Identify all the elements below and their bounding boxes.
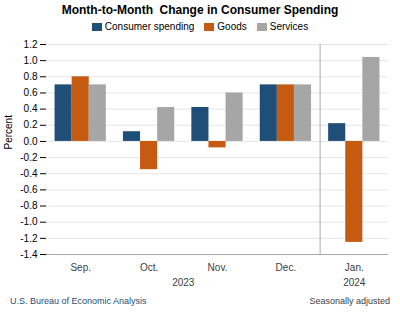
svg-text:1.2: 1.2 — [24, 39, 38, 50]
svg-text:0.8: 0.8 — [24, 71, 38, 82]
svg-text:0.6: 0.6 — [24, 87, 38, 98]
svg-text:-0.6: -0.6 — [20, 184, 38, 195]
svg-text:0.0: 0.0 — [24, 136, 38, 147]
html-text:Consumer spending: Consumer spending — [104, 21, 195, 32]
svg-text:2023: 2023 — [172, 277, 195, 288]
svg-text:Percent: Percent — [3, 115, 14, 150]
svg-text:Dec.: Dec. — [276, 262, 297, 273]
svg-text:-1.0: -1.0 — [20, 216, 38, 227]
svg-text:-1.4: -1.4 — [20, 249, 38, 260]
svg-text:-0.8: -0.8 — [20, 200, 38, 211]
svg-text:-1.2: -1.2 — [20, 233, 38, 244]
svg-text:2024: 2024 — [343, 277, 366, 288]
html-text:Services: Services — [269, 21, 309, 32]
svg-text:Sep.: Sep. — [70, 262, 91, 273]
html-text:U.S. Bureau of Economic Analys: U.S. Bureau of Economic Analysis — [10, 296, 147, 306]
html-text:Seasonally adjusted: Seasonally adjusted — [309, 296, 390, 306]
html-text:Month-to-Month Change in Consu: Month-to-Month Change in Consumer Spendi… — [61, 3, 339, 17]
svg-text:Oct.: Oct. — [140, 262, 158, 273]
svg-text:-0.4: -0.4 — [20, 168, 38, 179]
svg-text:Jan.: Jan. — [345, 262, 364, 273]
svg-text:0.4: 0.4 — [24, 103, 38, 114]
svg-text:1.0: 1.0 — [24, 55, 38, 66]
svg-text:0.2: 0.2 — [24, 119, 38, 130]
svg-text:-0.2: -0.2 — [20, 152, 38, 163]
svg-text:Nov.: Nov. — [208, 262, 228, 273]
html-text:Goods: Goods — [217, 21, 247, 32]
